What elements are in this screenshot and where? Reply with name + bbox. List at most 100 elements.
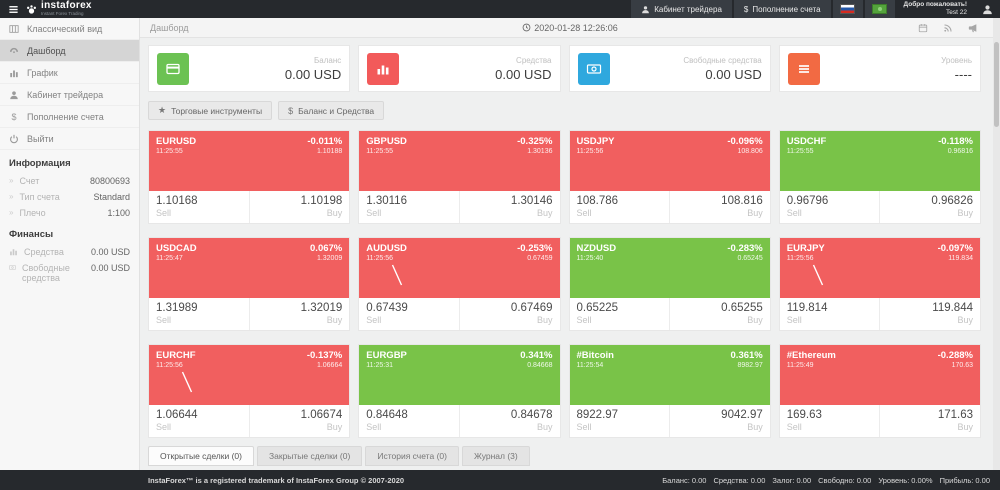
quote-tile[interactable]: EURGBP 0.341% 11:25:31 0.84668 0.84 xyxy=(358,344,561,438)
sell-button[interactable]: 1.30116 Sell xyxy=(359,191,459,223)
buy-button[interactable]: 9042.97 Buy xyxy=(669,405,770,437)
sell-button[interactable]: 1.31989 Sell xyxy=(149,298,249,330)
calendar-icon xyxy=(918,23,928,32)
sell-button[interactable]: 0.84648 Sell xyxy=(359,405,459,437)
breadcrumb: Дашборд xyxy=(150,22,189,33)
sell-label: Sell xyxy=(576,422,592,432)
sell-button[interactable]: 0.65225 Sell xyxy=(570,298,670,330)
balance-and-funds-button[interactable]: $ Баланс и Средства xyxy=(278,101,385,120)
last-price: 0.84668 xyxy=(527,362,553,369)
buy-button[interactable]: 119.844 Buy xyxy=(879,298,980,330)
buy-price: 0.67469 xyxy=(510,302,553,314)
quote-tile[interactable]: EURUSD -0.011% 11:25:55 1.10188 1.1 xyxy=(148,130,351,224)
rss-button[interactable] xyxy=(943,23,953,33)
sidebar-item-dashboard[interactable]: Дашборд xyxy=(0,40,139,62)
sell-button[interactable]: 169.63 Sell xyxy=(780,405,880,437)
change-percent: -0.118% xyxy=(938,136,973,147)
buy-button[interactable]: 0.84678 Buy xyxy=(458,405,560,437)
sidebar-item-label: Дашборд xyxy=(27,45,66,56)
footer-stat-value: 0.00 xyxy=(975,475,990,485)
buy-button[interactable]: 0.96826 Buy xyxy=(879,191,980,223)
brand-logo[interactable]: instaforex Instant Forex Trading xyxy=(26,1,140,17)
tab-open-trades[interactable]: Открытые сделки (0) xyxy=(148,446,254,466)
buy-button[interactable]: 0.67469 Buy xyxy=(458,298,560,330)
symbol-label: EURJPY xyxy=(786,243,825,254)
quote-tile[interactable]: EURJPY -0.097% 11:25:56 119.834 119 xyxy=(778,237,981,331)
buy-label: Buy xyxy=(326,422,343,432)
trading-instruments-button[interactable]: ★ Торговые инструменты xyxy=(148,101,273,120)
level-card: Уровень ---- xyxy=(778,45,981,92)
sell-button[interactable]: 108.786 Sell xyxy=(570,191,670,223)
sell-button[interactable]: 1.06644 Sell xyxy=(149,405,249,437)
tab-journal[interactable]: Журнал (3) xyxy=(461,446,530,466)
sidebar-item-chart[interactable]: График xyxy=(0,62,139,84)
quote-tile[interactable]: USDJPY -0.096% 11:25:56 108.806 108 xyxy=(568,130,771,224)
account-number: 80800693 xyxy=(89,176,130,186)
footer-stat-label: Средства: xyxy=(713,475,749,485)
chevron-right-icon: » xyxy=(9,208,14,217)
quote-tile[interactable]: #Bitcoin 0.361% 11:25:54 8982.97 89 xyxy=(568,344,771,438)
tab-closed-trades[interactable]: Закрытые сделки (0) xyxy=(256,446,363,466)
sidebar-item-logout[interactable]: Выйти xyxy=(0,128,139,150)
finance-row-free-margin: Свободные средства 0.00 USD xyxy=(0,260,139,286)
account-avatar-button[interactable] xyxy=(974,0,1000,18)
sell-button[interactable]: 119.814 Sell xyxy=(780,298,880,330)
dollar-icon: $ xyxy=(288,105,294,116)
buy-button[interactable]: 1.10198 Buy xyxy=(248,191,350,223)
currency-switch-button[interactable] xyxy=(864,0,895,18)
equity-card: Средства 0.00 USD xyxy=(358,45,561,92)
sell-button[interactable]: 0.67439 Sell xyxy=(359,298,459,330)
quote-tile-header: #Bitcoin 0.361% 11:25:54 8982.97 xyxy=(569,345,770,405)
vertical-scrollbar[interactable] xyxy=(993,18,1000,470)
scrollbar-thumb[interactable] xyxy=(994,42,999,127)
tab-account-history[interactable]: История счета (0) xyxy=(365,446,459,466)
quote-tile[interactable]: #Ethereum -0.288% 11:25:49 170.63 1 xyxy=(778,344,981,438)
equity-value: 0.00 USD xyxy=(90,247,130,257)
sidebar-item-trader-cabinet[interactable]: Кабинет трейдера xyxy=(0,84,139,106)
sidebar-item-classic-view[interactable]: Классический вид xyxy=(0,18,139,40)
sell-button[interactable]: 0.96796 Sell xyxy=(780,191,880,223)
calendar-button[interactable] xyxy=(918,23,928,33)
quote-tile[interactable]: GBPUSD -0.325% 11:25:55 1.30136 1.3 xyxy=(358,130,561,224)
buy-button[interactable]: 0.65255 Buy xyxy=(669,298,770,330)
banknote-icon xyxy=(872,4,888,14)
buy-button[interactable]: 171.63 Buy xyxy=(879,405,980,437)
header-trader-cabinet-button[interactable]: Кабинет трейдера xyxy=(631,0,732,18)
quote-tile-header: EURCHF -0.137% 11:25:56 1.06664 xyxy=(149,345,350,405)
sell-price: 119.814 xyxy=(786,302,828,314)
quote-tile[interactable]: USDCHF -0.118% 11:25:55 0.96816 0.9 xyxy=(778,130,981,224)
power-icon xyxy=(10,134,18,143)
quote-tile[interactable]: AUDUSD -0.253% 11:25:56 0.67459 0.6 xyxy=(358,237,561,331)
buy-button[interactable]: 108.816 Buy xyxy=(669,191,770,223)
announcements-button[interactable] xyxy=(968,23,978,33)
buy-button[interactable]: 1.06674 Buy xyxy=(248,405,350,437)
stat-cards-row: Баланс 0.00 USD Средства 0.00 USD xyxy=(140,38,1000,99)
menu-toggle-button[interactable] xyxy=(0,0,26,18)
buy-label: Buy xyxy=(957,422,973,432)
sell-button[interactable]: 1.10168 Sell xyxy=(149,191,249,223)
quote-tile[interactable]: NZDUSD -0.283% 11:25:40 0.65245 0.6 xyxy=(568,237,771,331)
chevron-right-icon: » xyxy=(9,192,14,201)
buy-price: 0.84678 xyxy=(510,409,553,421)
welcome-username: Test 22 xyxy=(946,9,967,16)
balance-label: Баланс xyxy=(314,55,342,65)
sidebar-item-deposit[interactable]: $ Пополнение счета xyxy=(0,106,139,128)
megaphone-icon xyxy=(968,23,977,32)
footer-stat-label: Залог: xyxy=(772,475,795,485)
quote-tile[interactable]: USDCAD 0.067% 11:25:47 1.32009 1.31 xyxy=(148,237,351,331)
buy-button[interactable]: 1.32019 Buy xyxy=(248,298,350,330)
sidebar-item-label: Кабинет трейдера xyxy=(27,89,104,100)
server-datetime: 2020-01-28 12:26:06 xyxy=(140,23,1000,33)
sell-price: 8922.97 xyxy=(576,409,619,421)
sell-button[interactable]: 8922.97 Sell xyxy=(570,405,670,437)
header-deposit-button[interactable]: $ Пополнение счета xyxy=(733,0,831,18)
buy-price: 1.06674 xyxy=(300,409,343,421)
finance-row-equity: Средства 0.00 USD xyxy=(0,244,139,260)
buy-price: 171.63 xyxy=(937,409,973,421)
quote-tile[interactable]: EURCHF -0.137% 11:25:56 1.06664 1.0 xyxy=(148,344,351,438)
language-flag-button[interactable] xyxy=(832,0,863,18)
sidebar-item-label: Выйти xyxy=(27,133,54,144)
buy-button[interactable]: 1.30146 Buy xyxy=(458,191,560,223)
buy-price: 0.65255 xyxy=(721,302,763,314)
quote-time: 11:25:54 xyxy=(576,362,604,369)
